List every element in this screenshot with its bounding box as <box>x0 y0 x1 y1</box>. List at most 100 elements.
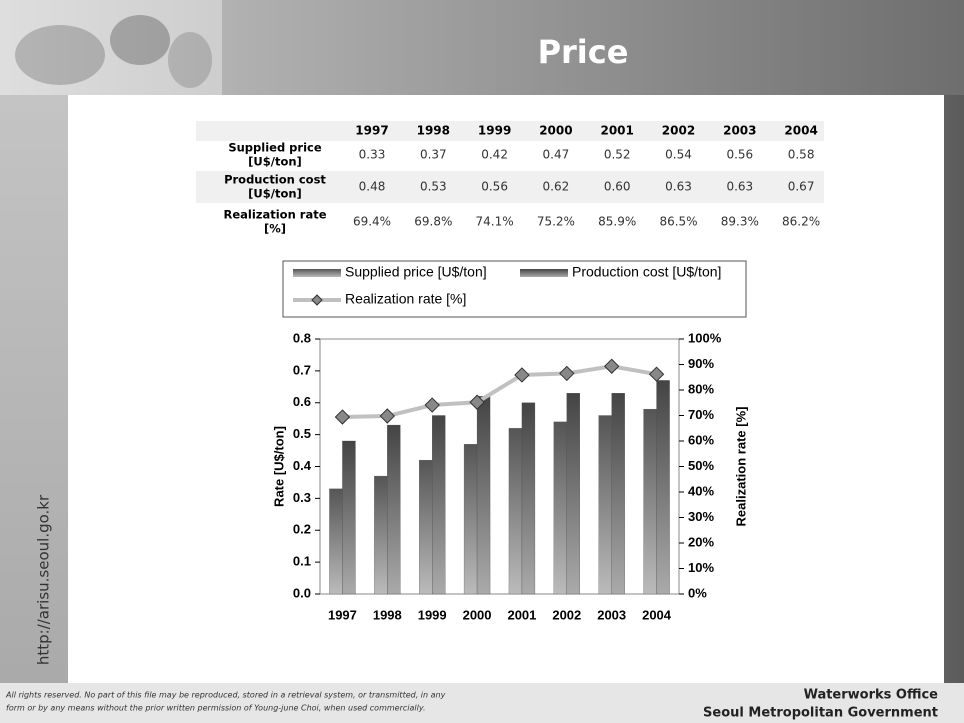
side-band <box>0 0 68 723</box>
marker <box>379 408 396 424</box>
x-tick-label: 2004 <box>642 607 672 622</box>
x-tick-label: 2002 <box>552 607 581 622</box>
cell: 0.63 <box>665 180 692 194</box>
cell: 86.2% <box>782 215 820 229</box>
y2-tick-label: 40% <box>688 483 714 498</box>
x-tick-label: 2003 <box>597 607 626 622</box>
row-label: Realization rate <box>223 208 326 222</box>
bar <box>598 415 612 595</box>
column-header: 1997 <box>355 124 388 138</box>
cell: 86.5% <box>659 215 697 229</box>
y-tick-label: 0.7 <box>293 362 311 377</box>
x-tick-label: 1999 <box>418 607 447 622</box>
y-tick-label: 0.5 <box>293 426 311 441</box>
legend-marker <box>311 294 323 306</box>
slide-title: Price <box>538 33 629 71</box>
legend-label: Realization rate [%] <box>345 291 466 307</box>
marker <box>424 397 440 413</box>
cell: 0.37 <box>420 148 447 162</box>
header-image <box>0 0 222 95</box>
cell: 69.4% <box>353 215 391 229</box>
row-bg <box>196 171 824 203</box>
legend-label: Production cost [U$/ton] <box>572 264 721 280</box>
bar <box>329 488 343 595</box>
bar <box>566 393 580 595</box>
marker <box>334 409 351 425</box>
cell: 0.56 <box>726 148 753 162</box>
bar <box>656 380 670 595</box>
cell: 0.42 <box>481 148 508 162</box>
y2-tick-label: 50% <box>688 458 714 473</box>
y2-tick-label: 90% <box>688 356 714 371</box>
y-tick-label: 0.3 <box>293 490 311 505</box>
legend-swatch <box>520 269 568 277</box>
cell: 0.52 <box>604 148 631 162</box>
y2-tick-label: 60% <box>688 432 714 447</box>
legend-swatch <box>293 269 341 277</box>
marker <box>514 367 530 383</box>
legend-box <box>282 260 747 318</box>
y2-tick-label: 10% <box>688 560 714 575</box>
row-label: [%] <box>264 222 286 236</box>
cell: 0.56 <box>481 180 508 194</box>
cell: 0.33 <box>359 148 386 162</box>
cell: 0.48 <box>359 180 386 194</box>
bar <box>611 393 625 595</box>
y2-axis-title: Realization rate [%] <box>733 407 748 527</box>
bar <box>432 415 446 595</box>
y2-tick-label: 80% <box>688 381 714 396</box>
row-label: Production cost <box>224 173 326 187</box>
plot-area <box>319 338 680 595</box>
y2-tick-label: 100% <box>688 330 722 345</box>
y-axis-title: Rate [U$/ton] <box>271 426 286 507</box>
cell: 0.63 <box>726 180 753 194</box>
cell: 0.60 <box>604 180 631 194</box>
bar <box>419 459 433 595</box>
x-tick-label: 1997 <box>328 607 357 622</box>
y2-tick-label: 70% <box>688 407 714 422</box>
copyright-notice: All rights reserved. No part of this fil… <box>5 691 446 700</box>
cell: 0.54 <box>665 148 692 162</box>
cell: 85.9% <box>598 215 636 229</box>
row-label: [U$/ton] <box>248 155 302 169</box>
row-label: Supplied price <box>228 141 322 155</box>
bar <box>463 444 478 595</box>
legend-label: Supplied price [U$/ton] <box>345 264 487 280</box>
y-tick-label: 0.2 <box>293 522 311 537</box>
bar <box>342 440 356 595</box>
bar <box>374 475 388 595</box>
footer-band <box>0 683 964 723</box>
column-header: 1999 <box>478 124 511 138</box>
marker <box>648 366 665 382</box>
y-tick-label: 0.8 <box>293 330 311 345</box>
cell: 89.3% <box>721 215 759 229</box>
bar <box>476 396 491 595</box>
bar <box>521 402 536 595</box>
column-header: 2000 <box>539 124 572 138</box>
row-label: [U$/ton] <box>248 187 302 201</box>
marker <box>559 365 575 382</box>
bar <box>387 424 401 595</box>
column-header: 2003 <box>723 124 756 138</box>
y-tick-label: 0.1 <box>293 554 311 569</box>
x-tick-label: 1998 <box>373 607 402 622</box>
cell: 75.2% <box>537 215 575 229</box>
y2-tick-label: 30% <box>688 509 714 524</box>
y-tick-label: 0.4 <box>293 458 312 473</box>
cell: 69.8% <box>414 215 452 229</box>
y2-tick-label: 0% <box>688 585 707 600</box>
cell: 0.62 <box>543 180 570 194</box>
x-tick-label: 2001 <box>507 607 536 622</box>
cell: 0.67 <box>788 180 815 194</box>
bar <box>508 428 523 595</box>
cell: 74.1% <box>476 215 514 229</box>
cell: 0.53 <box>420 180 447 194</box>
column-header: 1998 <box>417 124 450 138</box>
site-url: http://arisu.seoul.go.kr <box>35 494 53 665</box>
column-header: 2001 <box>600 124 633 138</box>
y-tick-label: 0.6 <box>293 394 311 409</box>
copyright-notice: form or by any means without the prior w… <box>6 704 426 713</box>
line <box>342 364 657 420</box>
cell: 0.58 <box>788 148 815 162</box>
